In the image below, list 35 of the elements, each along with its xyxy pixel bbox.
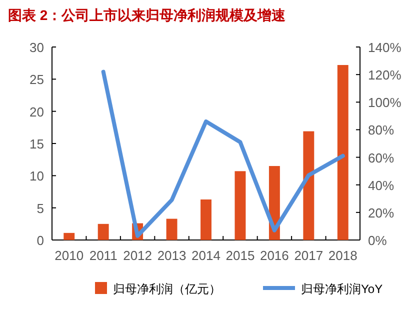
line-series — [101, 70, 345, 238]
bar — [234, 171, 246, 240]
y2-tick-label: 80% — [368, 122, 394, 138]
x-tick-label: 2012 — [123, 248, 152, 263]
x-tick-label: 2017 — [294, 248, 324, 263]
y-tick-label: 30 — [30, 40, 44, 55]
y2-tick-label: 100% — [368, 95, 402, 110]
x-tick-label: 2011 — [89, 248, 118, 263]
x-tick-label: 2010 — [54, 248, 84, 263]
bar — [98, 224, 109, 240]
chart-title: 图表 2：公司上市以来归母净利润规模及增速 — [8, 7, 287, 23]
bar — [64, 232, 75, 240]
y2-tick-label: 40% — [368, 178, 394, 193]
y-tick-label: 15 — [30, 136, 44, 152]
y2-tick-label: 20% — [368, 205, 394, 220]
legend-label: 归母净利润YoY — [301, 282, 383, 296]
x-tick-label: 2018 — [328, 248, 358, 263]
bar — [303, 131, 314, 240]
bar — [200, 199, 212, 240]
y-tick-label: 20 — [30, 104, 44, 120]
x-tick-label: 2014 — [192, 248, 220, 263]
legend-label: 归母净利润（亿元） — [113, 282, 221, 296]
y2-tick-label: 120% — [368, 68, 402, 83]
y-tick-label: 5 — [36, 200, 44, 216]
x-tick-label: 2015 — [226, 248, 255, 263]
x-tick-label: 2016 — [260, 248, 289, 263]
y2-tick-label: 140% — [368, 40, 402, 55]
y-tick-label: 10 — [30, 168, 44, 184]
y-tick-label: 25 — [30, 72, 44, 88]
bar — [166, 218, 178, 240]
y2-tick-label: 0% — [368, 233, 388, 248]
y2-tick-label: 60% — [368, 150, 394, 166]
x-tick-label: 2013 — [157, 248, 186, 263]
bar — [337, 65, 348, 240]
y-tick-label: 0 — [36, 233, 44, 248]
